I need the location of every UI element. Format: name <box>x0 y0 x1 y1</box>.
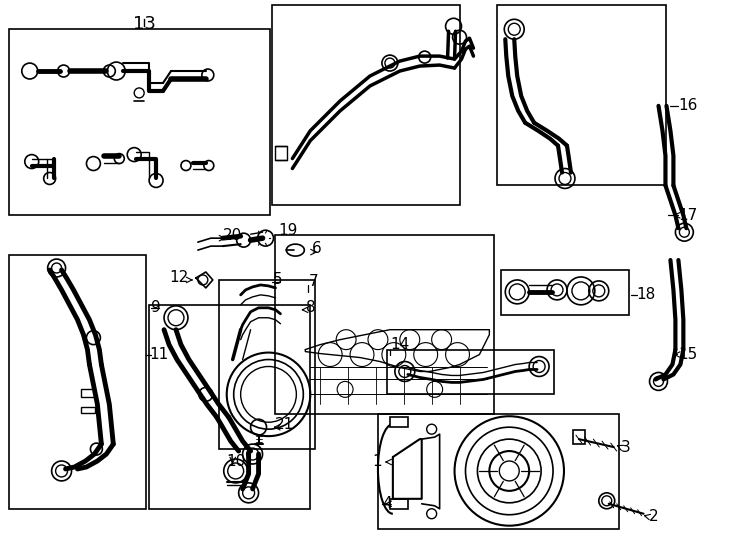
Text: 20: 20 <box>222 228 242 242</box>
Bar <box>573 430 585 444</box>
Bar <box>275 146 288 160</box>
Bar <box>219 280 316 449</box>
Text: 3: 3 <box>621 440 631 455</box>
Text: 15: 15 <box>678 347 697 362</box>
Text: 1: 1 <box>372 454 382 469</box>
Bar <box>390 417 408 427</box>
Bar <box>498 5 666 185</box>
Text: 18: 18 <box>636 287 656 302</box>
Bar <box>387 349 554 394</box>
Text: 2: 2 <box>649 509 658 524</box>
Text: 21: 21 <box>275 417 294 431</box>
Bar <box>9 29 271 215</box>
Bar <box>390 499 408 509</box>
Text: 4: 4 <box>382 496 391 511</box>
Text: 17: 17 <box>678 208 697 223</box>
Text: 6: 6 <box>312 241 322 255</box>
Bar <box>501 270 628 315</box>
Text: 12: 12 <box>170 271 189 286</box>
Bar <box>81 407 95 413</box>
Text: 14: 14 <box>390 336 409 352</box>
Text: 10: 10 <box>227 454 246 469</box>
Text: 11: 11 <box>149 347 168 362</box>
Text: 19: 19 <box>278 223 298 238</box>
Text: 9: 9 <box>151 300 161 315</box>
Text: 8: 8 <box>306 300 316 315</box>
Bar <box>149 305 310 509</box>
Bar <box>272 5 459 205</box>
Bar <box>9 255 146 509</box>
Text: 5: 5 <box>272 273 282 287</box>
Text: 13: 13 <box>133 15 156 33</box>
Bar <box>378 414 619 529</box>
Text: 7: 7 <box>308 274 318 289</box>
Bar <box>81 389 95 397</box>
Bar <box>275 235 494 414</box>
Text: 16: 16 <box>678 98 698 113</box>
